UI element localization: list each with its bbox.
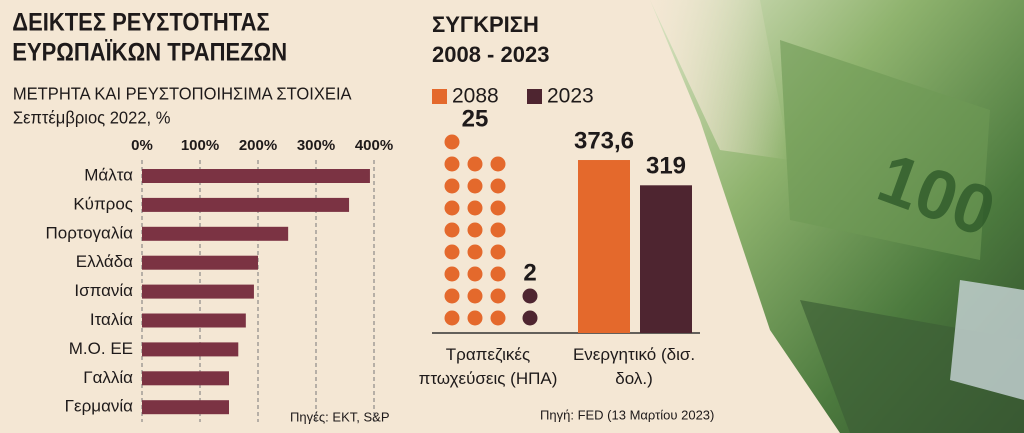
dot — [490, 156, 506, 172]
dot — [490, 288, 506, 304]
y-tick-label: Γαλλία — [83, 368, 133, 387]
dot — [444, 266, 460, 282]
dot — [444, 134, 460, 150]
y-tick-label: Ελλάδα — [76, 252, 133, 271]
dot — [444, 156, 460, 172]
chart-title: ΣΥΓΚΡΙΣΗ — [432, 12, 539, 37]
legend-swatch — [432, 89, 447, 104]
dot — [444, 222, 460, 238]
bar — [578, 160, 630, 333]
bar — [142, 197, 350, 212]
dot — [444, 310, 460, 326]
dot — [490, 178, 506, 194]
x-tick-label: 100% — [181, 137, 219, 154]
value-label: 2 — [523, 259, 536, 286]
dot — [522, 310, 538, 326]
y-tick-label: Γερμανία — [65, 397, 134, 416]
y-tick-label: Ιταλία — [90, 310, 133, 329]
y-tick-label: Ισπανία — [74, 281, 133, 300]
dot — [444, 178, 460, 194]
bar — [142, 400, 229, 415]
bar — [640, 185, 692, 333]
dot — [444, 288, 460, 304]
y-tick-label: Πορτογαλία — [45, 223, 133, 242]
dot — [490, 222, 506, 238]
bar — [142, 169, 370, 183]
bar — [142, 371, 229, 386]
chart-title: ΔΕΙΚΤΕΣ ΡΕΥΣΤΟΤΗΤΑΣ — [12, 8, 269, 36]
dot-group — [522, 288, 538, 326]
dot — [490, 266, 506, 282]
dot — [467, 244, 483, 260]
source: Πηγή: FED (13 Μαρτίου 2023) — [540, 407, 714, 422]
y-tick-label: Κύπρος — [73, 194, 133, 213]
bar — [142, 226, 289, 241]
banknote-photo: 100 — [650, 0, 1024, 433]
value-label: 319 — [646, 153, 686, 180]
dot — [467, 288, 483, 304]
dot — [467, 222, 483, 238]
dot — [467, 310, 483, 326]
legend-label: 2088 — [452, 85, 499, 108]
dot — [467, 178, 483, 194]
value-label: 25 — [462, 105, 489, 132]
dot — [490, 200, 506, 216]
dot — [522, 288, 538, 304]
dot — [444, 200, 460, 216]
dot — [467, 200, 483, 216]
x-tick-label: 300% — [297, 137, 335, 154]
dot — [467, 156, 483, 172]
dot — [490, 310, 506, 326]
dot — [490, 244, 506, 260]
chart-subtitle: ΜΕΤΡΗΤΑ ΚΑΙ ΡΕΥΣΤΟΠΟΙΗΣΙΜΑ ΣΤΟΙΧΕΙΑ — [13, 83, 352, 104]
x-tick-label: 0% — [131, 137, 153, 154]
chart-title: ΕΥΡΩΠΑΪΚΩΝ ΤΡΑΠΕΖΩΝ — [12, 38, 287, 66]
y-tick-label: Μ.Ο. ΕΕ — [69, 339, 133, 358]
x-tick-label: 400% — [355, 137, 393, 154]
category-label: Τραπεζικές πτωχεύσεις (ΗΠΑ) — [418, 345, 558, 388]
chart-subtitle: Σεπτέμβριος 2022, % — [13, 107, 171, 128]
value-label: 373,6 — [574, 127, 634, 154]
source: Πηγές: ΕΚΤ, S&P — [290, 409, 390, 424]
dot — [467, 266, 483, 282]
bar — [142, 284, 254, 299]
legend-swatch — [527, 89, 542, 104]
x-tick-label: 200% — [239, 137, 277, 154]
bar — [142, 255, 258, 270]
y-tick-label: Μάλτα — [84, 165, 133, 184]
bar — [142, 313, 246, 328]
dot — [444, 244, 460, 260]
dot-group — [444, 134, 506, 326]
chart-title: 2008 - 2023 — [432, 42, 549, 67]
category-label: Ενεργητικό (δισ. δολ.) — [572, 345, 696, 388]
bar — [142, 342, 239, 357]
legend-label: 2023 — [547, 85, 594, 108]
